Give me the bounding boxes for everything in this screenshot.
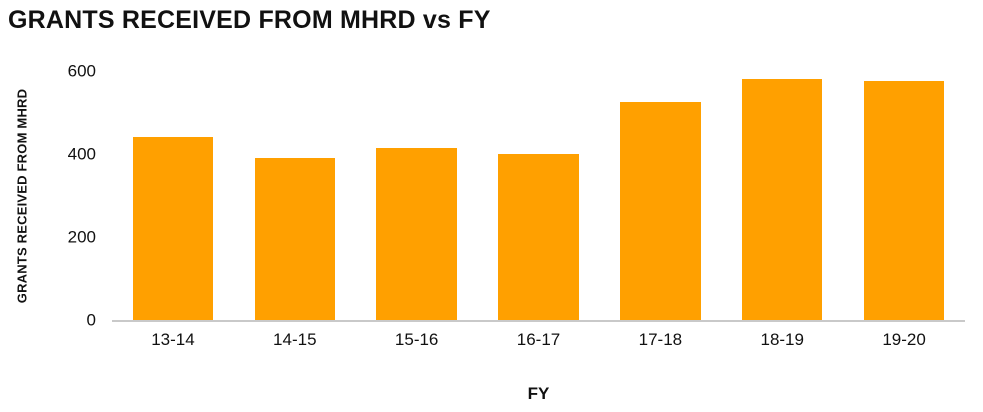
y-axis-ticks: 0 200 400 600	[0, 63, 104, 329]
x-axis-title: FY	[527, 384, 550, 403]
x-tick-label: 13-14	[151, 330, 195, 349]
x-tick-label: 15-16	[394, 330, 439, 349]
y-tick-label: 0	[86, 310, 96, 330]
bar-slot	[478, 71, 600, 320]
bar	[376, 147, 457, 320]
x-tick-label: 14-15	[273, 330, 317, 349]
y-tick-label: 400	[67, 144, 96, 164]
y-tick-label: 200	[67, 227, 96, 247]
x-tick-label: 17-18	[638, 330, 683, 349]
bar-slot	[112, 71, 234, 320]
x-tick-label: 16-17	[516, 330, 561, 349]
bar	[863, 81, 945, 320]
bar	[742, 79, 823, 320]
x-tick-label: 18-19	[760, 330, 804, 349]
bar-slot	[721, 71, 843, 320]
y-tick-label: 600	[67, 61, 96, 81]
bar	[498, 154, 579, 320]
bar-slot	[356, 71, 478, 320]
bar	[254, 158, 335, 320]
bar-slot	[843, 71, 965, 320]
bar-slot	[234, 71, 356, 320]
bars-container	[112, 71, 965, 320]
plot-area: 0 200 400 600 13-14 14-15 15-16 16-17 17-18 18-1…	[68, 63, 965, 349]
chart-title: GRANTS RECEIVED FROM MHRD vs FY	[8, 6, 491, 34]
bar	[132, 137, 214, 320]
x-axis-ticks: 13-14 14-15 15-16 16-17 17-18 18-19 19-20	[112, 330, 965, 350]
x-tick-label: 19-20	[882, 330, 926, 349]
bar	[620, 102, 701, 320]
bar-slot	[599, 71, 721, 320]
